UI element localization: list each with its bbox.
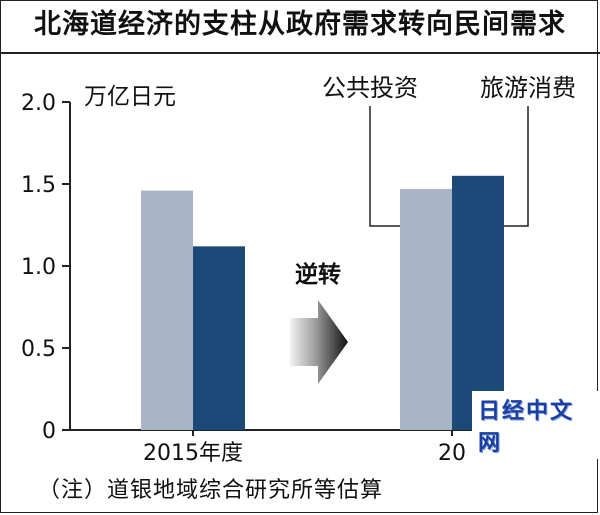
category-label: 2015年度: [143, 441, 243, 466]
reversal-arrow: [290, 300, 348, 384]
bar-consumption-0: [193, 246, 245, 430]
source-note: （注）道银地域综合研究所等估算: [38, 478, 384, 503]
y-tick-label: 1.5: [21, 173, 56, 198]
bar-public-investment-0: [141, 190, 193, 430]
legend-leader-consumption: [504, 106, 529, 227]
title-divider: [0, 52, 600, 54]
reversal-label: 逆转: [295, 261, 341, 288]
legend-label-public-investment: 公共投资: [322, 74, 418, 102]
category-label: 20: [438, 441, 466, 466]
y-tick-label: 1.0: [21, 255, 56, 280]
y-tick-label: 2.0: [21, 91, 56, 116]
bar-consumption-1: [452, 175, 504, 430]
y-tick-label: 0.5: [21, 337, 56, 362]
y-tick-label: 0: [42, 419, 56, 444]
chart-title: 北海道经济的支柱从政府需求转向民间需求: [34, 9, 566, 40]
unit-label: 万亿日元: [84, 84, 176, 110]
legend-label-consumption: 旅游消费: [480, 74, 576, 102]
right-arrow-icon: [290, 300, 348, 384]
watermark-logo: 日经中文网: [472, 391, 600, 459]
legend-leader-public-investment: [369, 106, 400, 227]
bar-public-investment-1: [400, 188, 452, 430]
